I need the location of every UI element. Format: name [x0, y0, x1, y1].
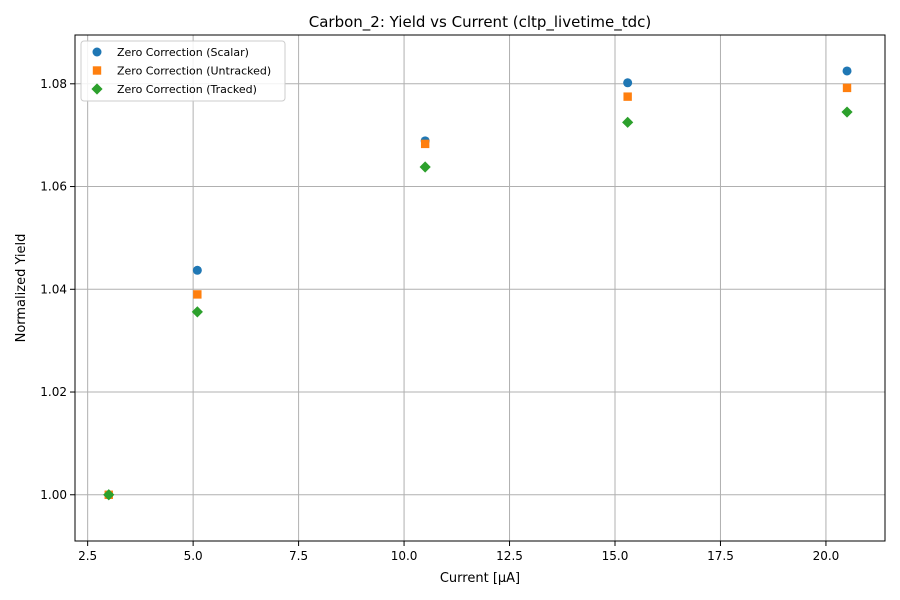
y-tick-label: 1.00 [40, 488, 67, 502]
legend-box [80, 40, 286, 102]
data-points [103, 66, 853, 501]
x-tick-label: 12.5 [496, 549, 523, 563]
y-tick-label: 1.08 [40, 77, 67, 91]
series-0-point [623, 78, 633, 88]
legend-label-1: Zero Correction (Untracked) [117, 65, 271, 78]
chart-title: Carbon_2: Yield vs Current (cltp_livetim… [309, 13, 651, 32]
series-2-point [191, 306, 203, 318]
series-1-point [193, 290, 202, 299]
x-tick-label: 2.5 [78, 549, 97, 563]
x-tick-label: 17.5 [707, 549, 734, 563]
y-tick-label: 1.06 [40, 180, 67, 194]
x-tick-label: 15.0 [602, 549, 629, 563]
legend-marker-1 [92, 66, 102, 75]
x-tick-label: 7.5 [289, 549, 308, 563]
axis-ticks: 2.5 5.0 7.5 10.0 12.5 15.0 17.5 20.0 1.00 1.02 1.0… [40, 77, 839, 563]
series-0-point [192, 265, 202, 275]
legend-label-2: Zero Correction (Tracked) [117, 83, 257, 96]
x-axis-label: Current [μA] [440, 571, 520, 586]
series-2-point [841, 106, 853, 118]
series-2-point [419, 161, 431, 173]
legend: Zero Correction (Scalar) Zero Correction … [80, 40, 286, 102]
x-tick-label: 5.0 [184, 549, 203, 563]
x-tick-label: 20.0 [813, 549, 840, 563]
series-0-point [842, 66, 852, 76]
series-2-point [622, 116, 634, 128]
series-1-point [842, 83, 852, 93]
plot-area-frame [74, 34, 886, 542]
series-1-point [623, 92, 632, 101]
x-tick-label: 10.0 [391, 549, 418, 563]
series-1-point [420, 139, 430, 149]
legend-label-0: Zero Correction (Scalar) [117, 46, 249, 59]
y-tick-label: 1.02 [40, 385, 67, 399]
legend-marker-0 [92, 47, 102, 57]
legend-marker-2 [91, 83, 103, 95]
series-2-point [103, 489, 115, 501]
y-tick-label: 1.04 [40, 282, 67, 296]
grid-lines [75, 35, 885, 541]
y-axis-label: Normalized Yield [14, 234, 29, 343]
